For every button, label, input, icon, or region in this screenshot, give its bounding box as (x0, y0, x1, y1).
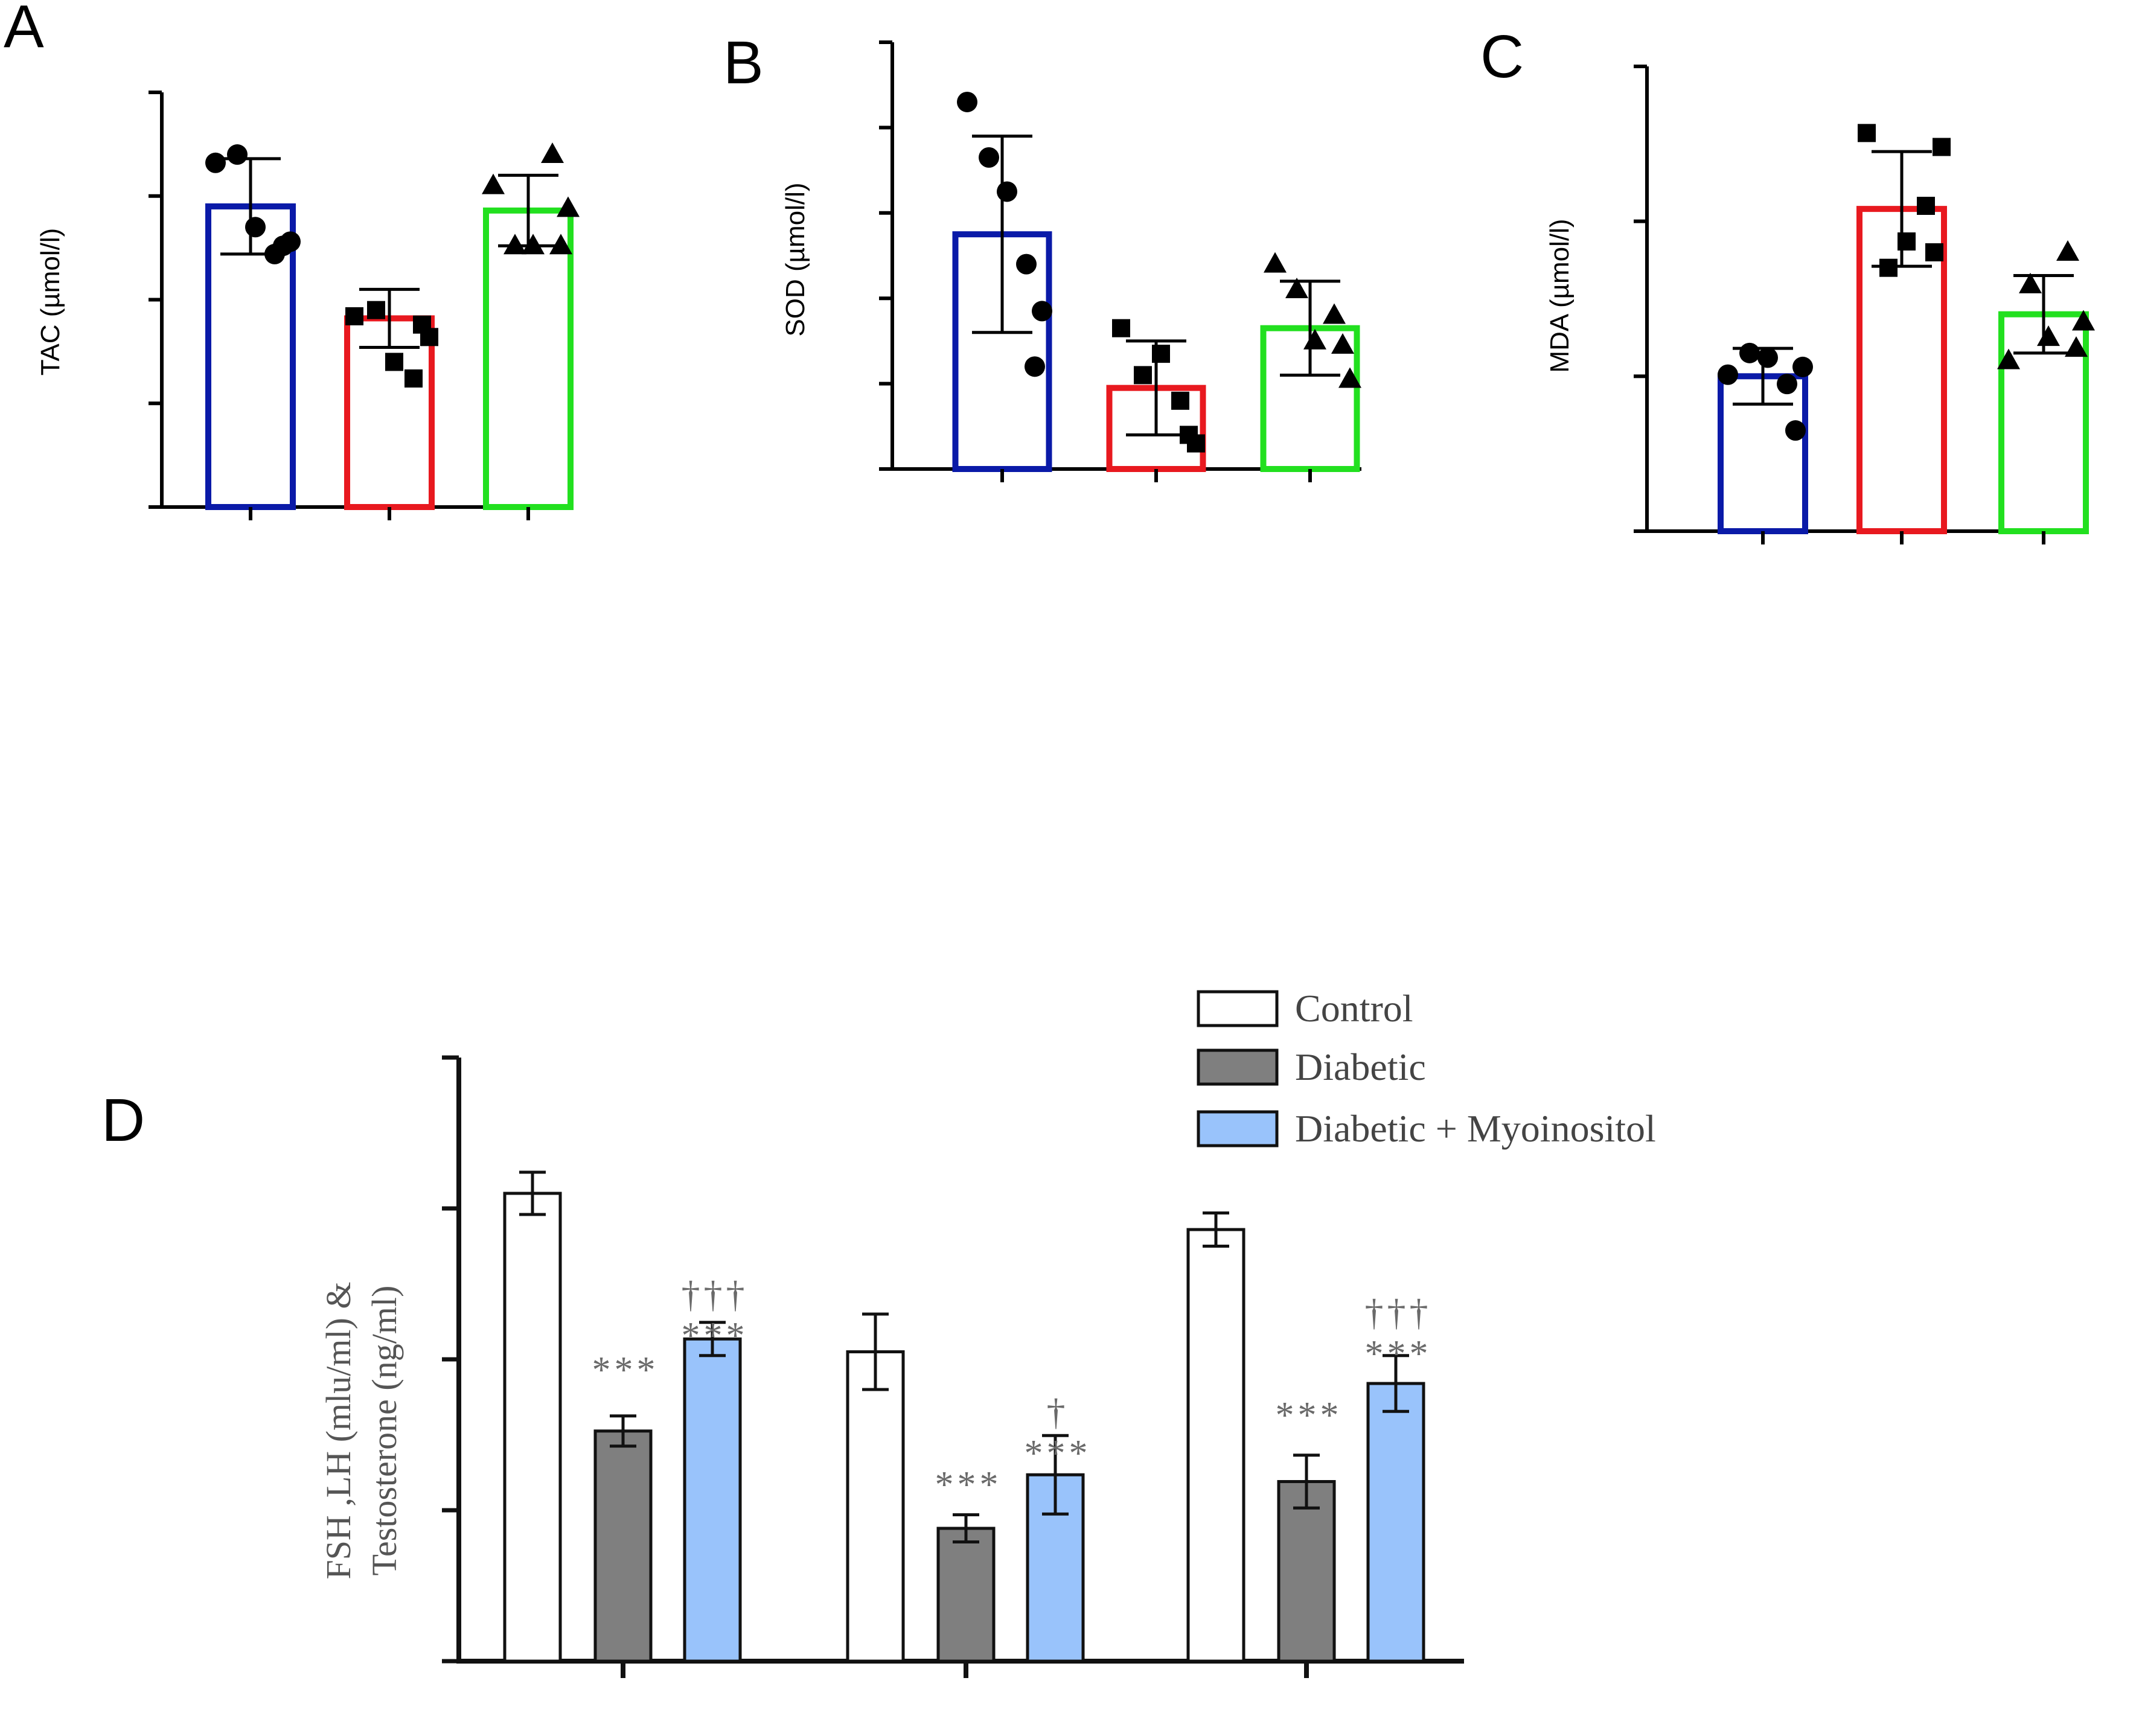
significance-line: *** (1276, 1395, 1343, 1436)
bar-diabetic-myoinositol-fsh (683, 1337, 742, 1663)
data-point (385, 353, 403, 371)
bar-control-testosterone (1186, 1228, 1245, 1663)
legend-swatch-diabetic-myoinositol (1197, 1110, 1279, 1147)
significance-line: *** (935, 1464, 1002, 1505)
bar-diabetic-myoinositol (483, 207, 574, 510)
data-point (245, 217, 266, 238)
data-point (979, 147, 999, 168)
data-point (1134, 366, 1152, 385)
bar-control-fsh (503, 1192, 562, 1663)
data-point (2072, 310, 2095, 331)
data-point (504, 234, 526, 255)
data-point (413, 315, 431, 334)
y-axis-label-b: SOD (µmol/l) (781, 182, 810, 336)
data-point (541, 142, 564, 164)
data-point (205, 152, 226, 173)
data-point (1152, 345, 1170, 363)
bar-diabetic-myoinositol-testosterone (1366, 1382, 1425, 1663)
data-point (1933, 138, 1951, 156)
panel-label-c: C (1480, 23, 1524, 91)
legend-swatch-diabetic (1197, 1048, 1279, 1086)
data-point (957, 91, 977, 112)
significance-marker: *** (935, 1464, 1002, 1505)
data-point (2056, 240, 2079, 261)
legend-swatch-control (1197, 990, 1279, 1027)
y-axis-label-a: TAC (µmol/l) (36, 228, 65, 376)
data-point (1917, 197, 1935, 215)
data-point (1792, 356, 1813, 377)
significance-marker: *** (592, 1350, 659, 1391)
data-point (1879, 258, 1898, 277)
legend-label-diabetic: Diabetic (1295, 1045, 1426, 1088)
data-point (1777, 374, 1797, 395)
data-point (1858, 124, 1876, 142)
data-point (2065, 336, 2088, 357)
significance-marker: *** (1276, 1395, 1343, 1436)
bar-diabetic-fsh (593, 1429, 653, 1663)
data-point (1285, 278, 1308, 299)
panel-label-b: B (723, 29, 764, 97)
chart-panel-a (149, 91, 580, 520)
significance-line: † (1047, 1392, 1069, 1433)
y-axis-label-d-line2: Testosterone (ng/ml) (365, 1286, 404, 1576)
data-point (1338, 367, 1361, 388)
data-point (1016, 254, 1037, 275)
data-point (1180, 426, 1198, 444)
significance-marker: † *** (1025, 1392, 1092, 1474)
data-point (482, 173, 505, 194)
data-point (273, 235, 293, 257)
significance-line: ††† (1365, 1292, 1432, 1333)
significance-marker: ††† *** (682, 1274, 749, 1356)
data-point (1264, 252, 1287, 273)
data-point (404, 369, 423, 388)
data-point (549, 234, 572, 255)
data-point (1997, 348, 2020, 369)
data-point (1112, 319, 1130, 337)
panel-label-a: A (4, 0, 44, 60)
data-point (1025, 356, 1045, 377)
data-point (2037, 325, 2060, 346)
bar-control-lh (846, 1350, 905, 1663)
significance-marker: ††† *** (1365, 1292, 1432, 1374)
data-point (1331, 333, 1354, 354)
significance-line: *** (1025, 1433, 1092, 1474)
significance-line: *** (682, 1315, 749, 1356)
data-point (1171, 391, 1189, 410)
panel-label-d: D (101, 1087, 145, 1154)
data-point (1757, 347, 1778, 368)
data-point (1303, 328, 1326, 349)
data-point (557, 196, 580, 217)
data-point (1718, 364, 1738, 385)
data-point (1785, 420, 1806, 441)
data-point (227, 144, 248, 165)
legend-label-diabetic-myoinositol: Diabetic + Myoinositol (1295, 1107, 1656, 1150)
data-point (1739, 342, 1760, 363)
data-point (1898, 232, 1916, 251)
legend-label-control: Control (1295, 987, 1413, 1030)
data-point (997, 181, 1017, 202)
y-axis-label-d-line1: FSH ,LH (mlu/ml) & (319, 1281, 358, 1579)
y-axis-label-c: MDA (µmol/l) (1545, 219, 1575, 372)
data-point (1925, 243, 1943, 261)
data-point (2019, 272, 2042, 293)
significance-line: *** (592, 1350, 659, 1391)
chart-panel-d: ***††† ******† ******††† *** (442, 1055, 1464, 1678)
bar-diabetic-testosterone (1277, 1480, 1336, 1663)
data-point (367, 301, 385, 319)
data-point (1032, 301, 1052, 322)
chart-panel-b (879, 40, 1361, 482)
data-point (1323, 303, 1346, 324)
significance-line: *** (1365, 1333, 1432, 1374)
significance-line: ††† (682, 1274, 749, 1315)
data-point (522, 234, 545, 255)
legend-d: Control Diabetic Diabetic + Myoinositol (1197, 987, 1656, 1150)
bar-diabetic-lh (936, 1527, 996, 1663)
data-point (345, 307, 363, 325)
chart-panel-c (1634, 65, 2095, 544)
